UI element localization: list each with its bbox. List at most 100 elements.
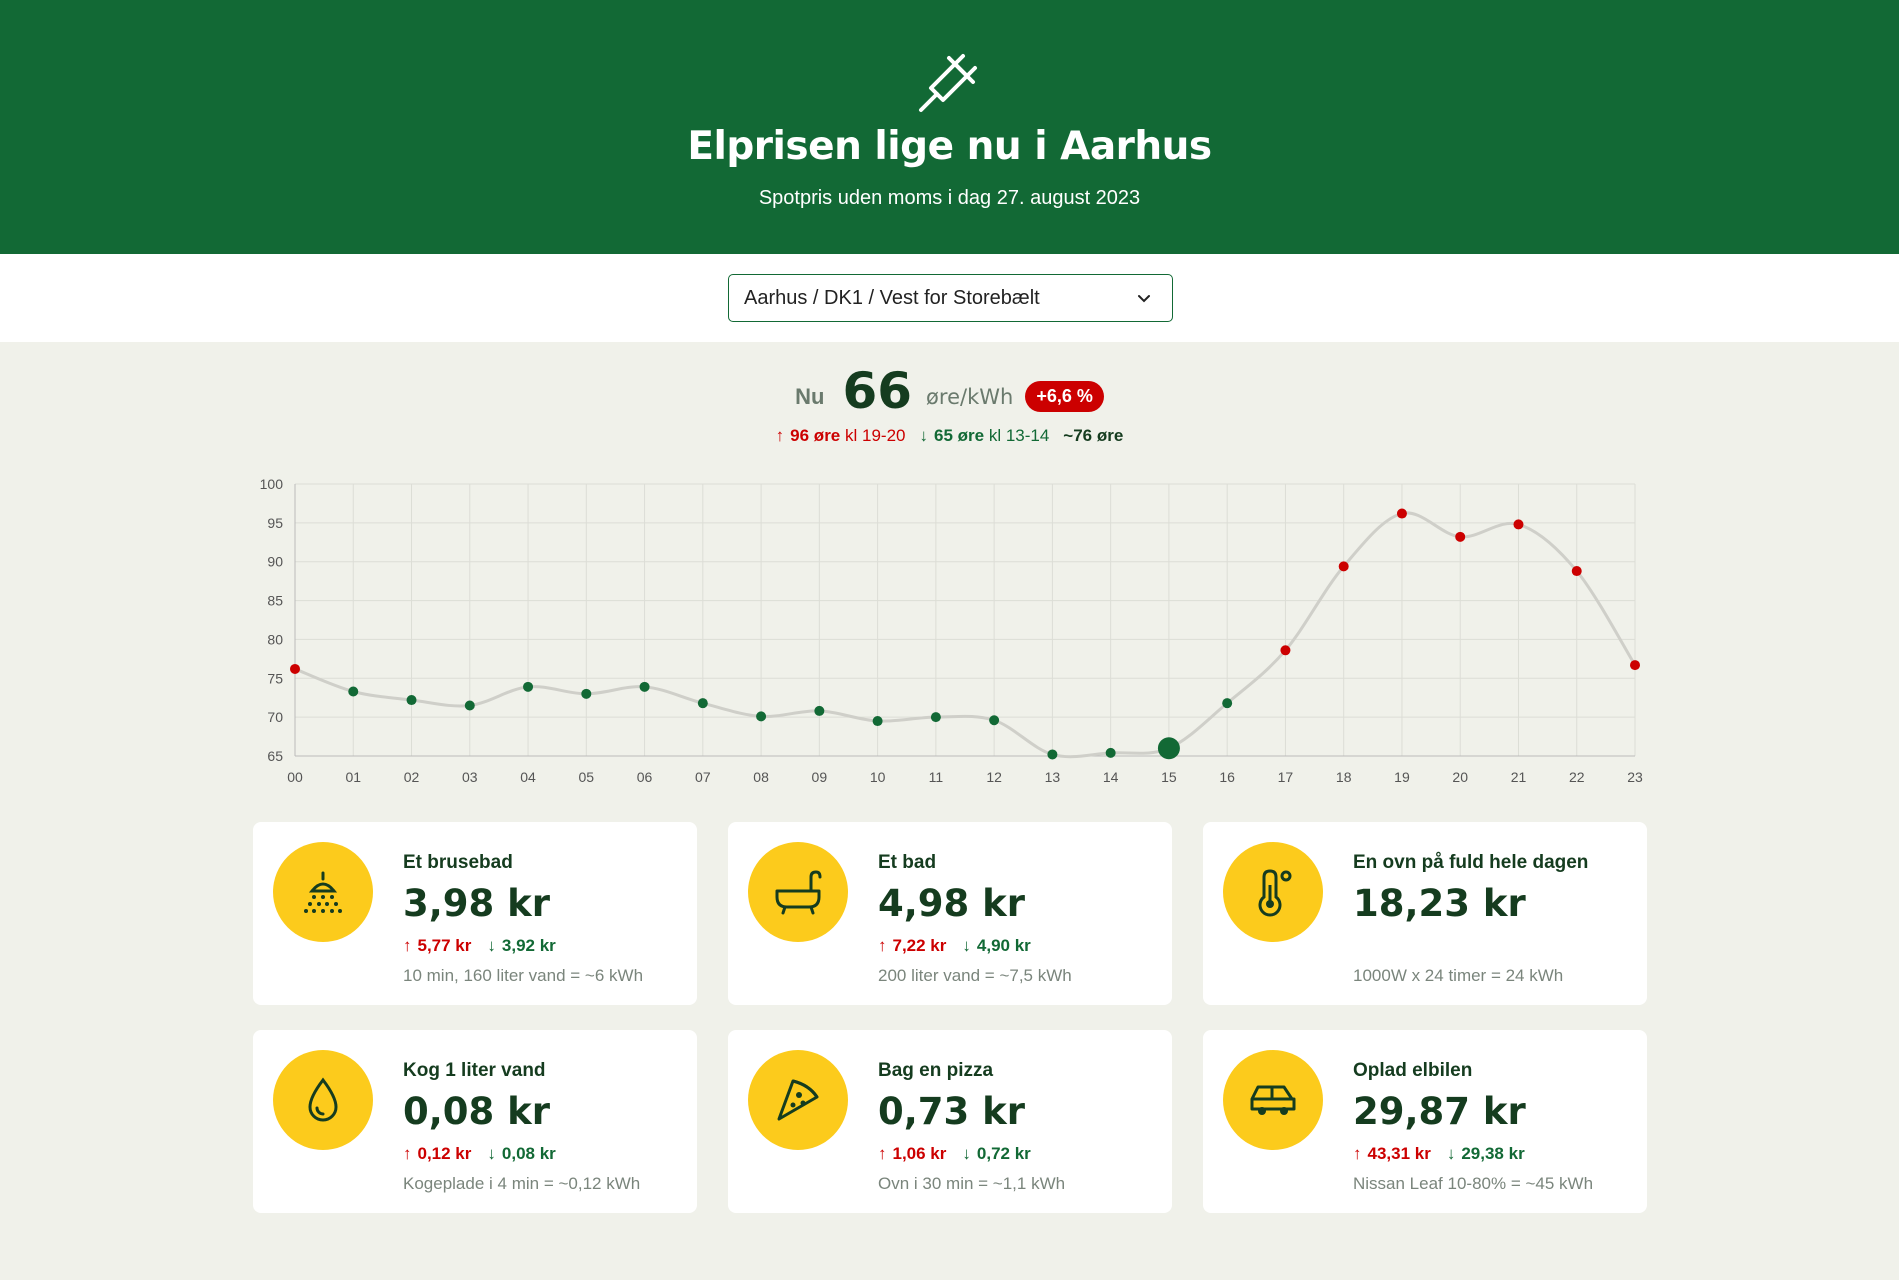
x-tick-label: 00 (287, 769, 303, 785)
price-point (1513, 519, 1524, 530)
price-point (1630, 660, 1640, 671)
usage-card: Et bad 4,98 kr ↑ 7,22 kr ↓ 4,90 kr 200 liter v… (728, 822, 1172, 1005)
x-tick-label: 19 (1394, 769, 1410, 785)
usage-card: Kog 1 liter vand 0,08 kr ↑ 0,12 kr ↓ 0,08 kr K… (253, 1030, 697, 1213)
thermometer-icon (1258, 869, 1292, 917)
card-max: ↑ 0,12 kr (403, 1144, 472, 1163)
card-description: 200 liter vand = ~7,5 kWh (878, 966, 1072, 985)
y-tick-label: 95 (267, 515, 283, 531)
card-price: 18,23 kr (1353, 882, 1526, 925)
y-tick-label: 80 (267, 631, 283, 647)
x-tick-label: 03 (462, 769, 478, 785)
avg-price: ~76 øre (1063, 426, 1124, 445)
card-price: 3,98 kr (403, 882, 551, 925)
x-tick-label: 13 (1045, 769, 1061, 785)
arrow-up-icon: ↑ (878, 936, 887, 955)
pizza-icon (777, 1079, 819, 1121)
min-price-time: kl 13-14 (988, 426, 1050, 445)
y-tick-label: 90 (267, 554, 283, 570)
price-point (930, 712, 941, 723)
price-point (348, 686, 359, 697)
price-point (290, 663, 300, 674)
card-min: ↓ 0,08 kr (487, 1144, 556, 1163)
price-point (406, 695, 417, 706)
card-title: Bag en pizza (878, 1060, 994, 1081)
card-title: Et bad (878, 852, 937, 873)
arrow-down-icon: ↓ (487, 1144, 496, 1163)
arrow-up-icon: ↑ (403, 936, 412, 955)
x-tick-label: 02 (404, 769, 420, 785)
max-price-time: kl 19-20 (845, 426, 906, 445)
price-point (1571, 566, 1582, 577)
price-stats: ↑ 96 øre kl 19-20 ↓ 65 øre kl 13-14 ~76 ør… (0, 426, 1899, 446)
y-tick-label: 65 (267, 748, 283, 764)
arrow-up-icon: ↑ (878, 1144, 887, 1163)
arrow-down-icon: ↓ (962, 1144, 971, 1163)
x-tick-label: 21 (1511, 769, 1527, 785)
card-min: ↓ 3,92 kr (487, 936, 556, 955)
x-tick-label: 10 (870, 769, 886, 785)
arrow-up-icon: ↑ (1353, 1144, 1362, 1163)
usage-card: Oplad elbilen 29,87 kr ↑ 43,31 kr ↓ 29,38 kr N… (1203, 1030, 1647, 1213)
price-point (1455, 531, 1466, 542)
car-icon (1250, 1085, 1296, 1115)
card-price: 29,87 kr (1353, 1090, 1526, 1133)
change-badge: +6,6 % (1025, 381, 1104, 412)
price-point (1105, 747, 1116, 758)
price-point (1280, 645, 1291, 656)
card-description: 10 min, 160 liter vand = ~6 kWh (403, 966, 644, 985)
card-description: 1000W x 24 timer = 24 kWh (1353, 966, 1564, 985)
max-price: ↑ 96 øre kl 19-20 (776, 426, 906, 446)
water-drop-icon (308, 1077, 338, 1122)
x-tick-label: 23 (1627, 769, 1643, 785)
min-price-value: 65 øre (933, 426, 985, 445)
price-point (1338, 561, 1349, 572)
icon-circle (1223, 1050, 1323, 1150)
x-tick-label: 18 (1336, 769, 1352, 785)
price-point (756, 711, 767, 722)
y-tick-label: 100 (260, 476, 284, 492)
region-select[interactable]: Aarhus / DK1 / Vest for Storebælt (728, 274, 1173, 322)
y-tick-label: 75 (267, 670, 283, 686)
card-title: Oplad elbilen (1353, 1060, 1473, 1081)
page-title: Elprisen lige nu i Aarhus (687, 124, 1212, 169)
card-price: 0,08 kr (403, 1090, 551, 1133)
card-title: Et brusebad (403, 852, 513, 873)
card-title: En ovn på fuld hele dagen (1353, 852, 1589, 873)
region-bar: Aarhus / DK1 / Vest for Storebælt (0, 254, 1899, 342)
page-subtitle: Spotpris uden moms i dag 27. august 2023 (758, 187, 1141, 209)
y-tick-label: 85 (267, 593, 283, 609)
card-min: ↓ 0,72 kr (962, 1144, 1031, 1163)
icon-circle (273, 842, 373, 942)
usage-card: En ovn på fuld hele dagen 18,23 kr 1000W x… (1203, 822, 1647, 1005)
card-minmax: ↑ 43,31 kr ↓ 29,38 kr (1353, 1144, 1525, 1164)
x-tick-label: 06 (637, 769, 653, 785)
arrow-down-icon: ↓ (919, 426, 928, 445)
price-point (464, 700, 475, 711)
x-tick-label: 22 (1569, 769, 1585, 785)
price-point (697, 698, 708, 709)
card-price: 0,73 kr (878, 1090, 1026, 1133)
arrow-up-icon: ↑ (403, 1144, 412, 1163)
card-max: ↑ 7,22 kr (878, 936, 947, 955)
card-max: ↑ 5,77 kr (403, 936, 472, 955)
x-tick-label: 08 (753, 769, 769, 785)
arrow-down-icon: ↓ (1446, 1144, 1456, 1163)
usage-card: Bag en pizza 0,73 kr ↑ 1,06 kr ↓ 0,72 kr Ovn i… (728, 1030, 1172, 1213)
usage-card: Et brusebad 3,98 kr ↑ 5,77 kr ↓ 3,92 kr 10 min… (253, 822, 697, 1005)
x-tick-label: 01 (345, 769, 361, 785)
x-tick-label: 15 (1161, 769, 1177, 785)
y-tick-label: 70 (267, 709, 283, 725)
x-tick-label: 09 (812, 769, 828, 785)
price-point (581, 688, 592, 699)
x-tick-label: 12 (986, 769, 1002, 785)
x-tick-label: 17 (1278, 769, 1294, 785)
arrow-down-icon: ↓ (487, 936, 496, 955)
price-point (523, 681, 534, 692)
card-minmax: ↑ 1,06 kr ↓ 0,72 kr (878, 1144, 1031, 1164)
card-min: ↓ 29,38 kr (1446, 1144, 1525, 1163)
arrow-down-icon: ↓ (962, 936, 971, 955)
card-minmax: ↑ 5,77 kr ↓ 3,92 kr (403, 936, 556, 956)
x-tick-label: 07 (695, 769, 711, 785)
price-point (989, 715, 1000, 726)
